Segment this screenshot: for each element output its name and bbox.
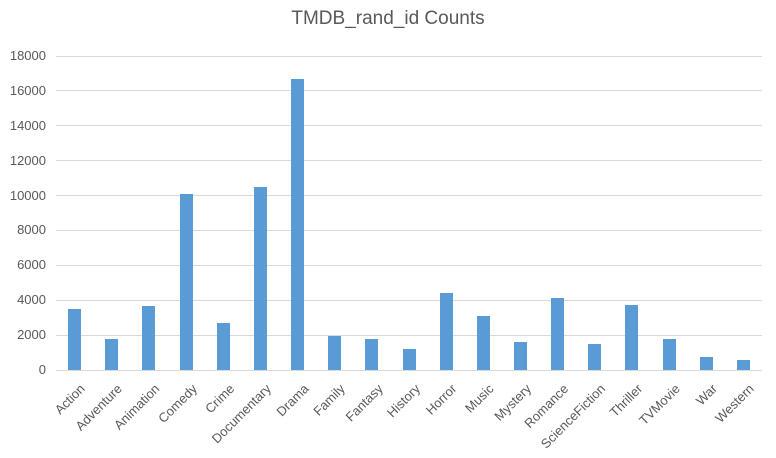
x-axis-label-comedy: Comedy bbox=[154, 381, 200, 426]
bar-war bbox=[699, 356, 713, 370]
bar-crime bbox=[216, 322, 230, 370]
gridline bbox=[56, 125, 762, 127]
bar-mystery bbox=[513, 342, 527, 370]
y-axis-tick-label: 12000 bbox=[9, 152, 46, 168]
y-axis-tick-label: 10000 bbox=[9, 187, 46, 203]
bar-action bbox=[68, 308, 82, 370]
y-axis-tick-label: 0 bbox=[38, 362, 46, 377]
x-axis-label-history: History bbox=[383, 381, 423, 421]
bar-fantasy bbox=[365, 339, 379, 370]
y-axis-tick-label: 4000 bbox=[17, 292, 46, 308]
x-axis-label-war: War bbox=[692, 381, 720, 409]
gridline bbox=[56, 90, 762, 92]
y-axis-tick-label: 16000 bbox=[9, 82, 46, 98]
bar-family bbox=[328, 335, 342, 370]
bar-comedy bbox=[179, 193, 193, 370]
bar-drama bbox=[291, 78, 305, 370]
gridline bbox=[56, 369, 762, 371]
gridline bbox=[56, 334, 762, 336]
gridline bbox=[56, 264, 762, 266]
x-axis-label-music: Music bbox=[462, 381, 497, 416]
gridline bbox=[56, 299, 762, 301]
y-axis-tick-label: 6000 bbox=[17, 257, 46, 273]
bar-thriller bbox=[625, 304, 639, 370]
x-axis-label-horror: Horror bbox=[423, 381, 460, 418]
gridline bbox=[56, 55, 762, 57]
gridline bbox=[56, 195, 762, 197]
chart-title: TMDB_rand_id Counts bbox=[291, 8, 485, 29]
bar-romance bbox=[551, 298, 565, 370]
bar-documentary bbox=[253, 186, 267, 370]
y-axis-tick-label: 18000 bbox=[9, 48, 46, 63]
y-axis-tick-label: 8000 bbox=[17, 222, 46, 238]
bar-animation bbox=[142, 306, 156, 370]
gridline bbox=[56, 229, 762, 231]
bar-horror bbox=[439, 293, 453, 370]
bar-adventure bbox=[105, 338, 119, 370]
gridline bbox=[56, 160, 762, 162]
y-axis-tick-label: 14000 bbox=[9, 117, 46, 133]
x-axis-label-western: Western bbox=[712, 381, 758, 426]
bar-western bbox=[736, 359, 750, 370]
bar-tvmovie bbox=[662, 338, 676, 370]
bar-history bbox=[402, 349, 416, 370]
y-axis-tick-label: 2000 bbox=[17, 327, 46, 343]
x-axis-label-drama: Drama bbox=[272, 381, 312, 420]
bar-sciencefiction bbox=[588, 343, 602, 370]
x-axis-label-fantasy: Fantasy bbox=[342, 381, 386, 425]
bar-music bbox=[476, 315, 490, 370]
